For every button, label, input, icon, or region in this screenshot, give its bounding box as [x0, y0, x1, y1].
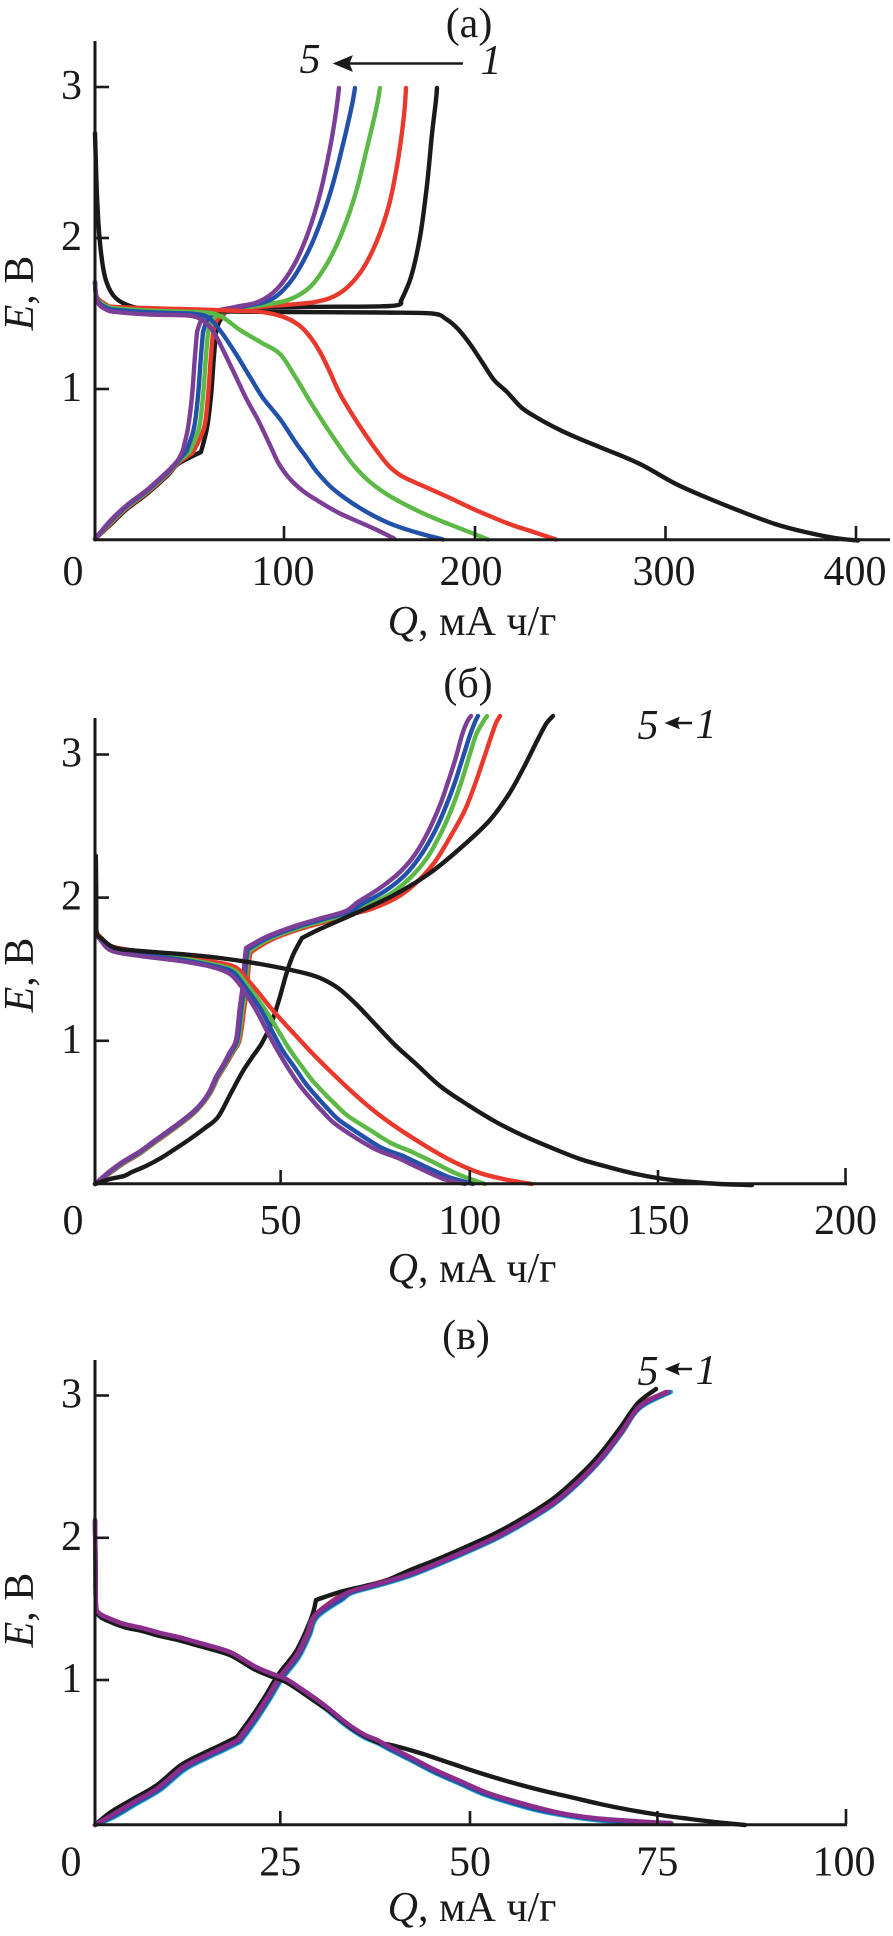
- svg-text:75: 75: [636, 1840, 678, 1886]
- svg-text:E, В: E, В: [0, 256, 43, 332]
- svg-text:0: 0: [63, 549, 84, 595]
- svg-text:1: 1: [61, 1656, 82, 1702]
- svg-text:E, В: E, В: [0, 938, 43, 1014]
- svg-text:0: 0: [63, 1198, 84, 1244]
- svg-text:3: 3: [61, 731, 82, 777]
- svg-text:Q, мА ч/г: Q, мА ч/г: [388, 599, 557, 645]
- svg-text:Q, мА ч/г: Q, мА ч/г: [388, 1885, 557, 1931]
- svg-text:0: 0: [61, 1840, 82, 1886]
- svg-text:100: 100: [813, 1840, 876, 1886]
- svg-text:100: 100: [252, 549, 315, 595]
- svg-text:1: 1: [481, 38, 502, 84]
- svg-text:1: 1: [696, 1348, 717, 1394]
- svg-text:Q, мА ч/г: Q, мА ч/г: [388, 1246, 557, 1292]
- svg-text:5: 5: [638, 1349, 659, 1395]
- svg-text:150: 150: [627, 1198, 690, 1244]
- svg-text:(а): (а): [446, 1, 493, 47]
- svg-text:50: 50: [260, 1198, 302, 1244]
- svg-text:1: 1: [696, 702, 717, 748]
- svg-text:2: 2: [61, 214, 82, 260]
- svg-text:200: 200: [440, 549, 503, 595]
- svg-text:100: 100: [438, 1198, 501, 1244]
- svg-text:2: 2: [61, 874, 82, 920]
- svg-text:(б): (б): [443, 661, 492, 707]
- svg-text:5: 5: [300, 37, 321, 83]
- svg-text:300: 300: [633, 549, 696, 595]
- svg-text:5: 5: [638, 703, 659, 749]
- svg-text:E, В: E, В: [0, 1573, 43, 1649]
- svg-text:(в): (в): [442, 1313, 490, 1359]
- svg-text:50: 50: [449, 1840, 491, 1886]
- svg-text:200: 200: [814, 1198, 877, 1244]
- svg-text:2: 2: [61, 1514, 82, 1560]
- svg-text:25: 25: [259, 1840, 301, 1886]
- svg-text:1: 1: [61, 1017, 82, 1063]
- svg-text:400: 400: [824, 549, 887, 595]
- svg-text:3: 3: [61, 63, 82, 109]
- svg-text:3: 3: [61, 1372, 82, 1418]
- svg-text:1: 1: [61, 365, 82, 411]
